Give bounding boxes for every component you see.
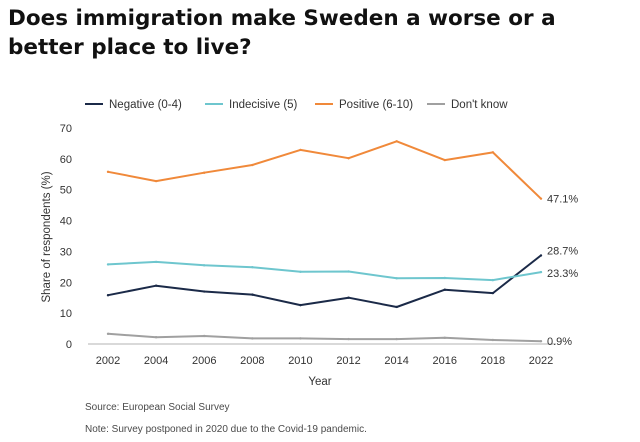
x-tick-label: 2004 — [144, 355, 168, 367]
data-point-positive-6-10 — [443, 158, 446, 162]
legend-label: Negative (0-4) — [109, 99, 182, 111]
y-tick-label: 10 — [60, 308, 72, 320]
series-lines — [106, 140, 543, 343]
data-point-indecisive-5 — [251, 265, 254, 269]
data-point-positive-6-10 — [539, 197, 543, 200]
data-point-negative-0-4 — [539, 254, 543, 257]
footnote: Note: Survey postponed in 2020 due to th… — [85, 424, 367, 435]
chart-title: Does immigration make Sweden a worse or … — [8, 6, 556, 60]
end-value-label: 23.3% — [547, 268, 578, 280]
data-point-don-t-know — [443, 336, 446, 340]
series-line-negative-0-4 — [107, 254, 542, 308]
data-point-indecisive-5 — [203, 264, 206, 267]
end-labels: 47.1% 28.7% 23.3% 0.9% — [547, 194, 578, 349]
y-tick-label: 20 — [60, 277, 72, 289]
data-point-negative-0-4 — [299, 303, 302, 307]
series-line-indecisive-5 — [107, 260, 542, 282]
data-point-positive-6-10 — [106, 170, 110, 174]
x-axis: 2002 2004 2006 2008 2010 2012 2014 2016 2018 2022 — [88, 343, 556, 367]
data-point-don-t-know — [491, 338, 495, 342]
data-point-don-t-know — [539, 340, 543, 343]
x-tick-label: 2016 — [433, 355, 457, 367]
x-tick-label: 2012 — [336, 355, 360, 367]
data-point-positive-6-10 — [251, 163, 254, 167]
data-point-don-t-know — [251, 337, 254, 340]
data-point-indecisive-5 — [299, 270, 302, 273]
data-point-indecisive-5 — [539, 270, 543, 274]
data-point-negative-0-4 — [106, 294, 110, 297]
y-tick-label: 30 — [60, 246, 72, 258]
end-value-label: 0.9% — [547, 336, 572, 348]
y-tick-label: 50 — [60, 185, 72, 197]
data-point-negative-0-4 — [347, 296, 350, 299]
end-value-label: 28.7% — [547, 245, 578, 257]
data-point-positive-6-10 — [203, 171, 206, 174]
data-point-negative-0-4 — [443, 288, 446, 291]
legend-label: Indecisive (5) — [229, 99, 298, 111]
x-tick-label: 2006 — [192, 355, 216, 367]
data-point-don-t-know — [347, 337, 350, 341]
data-point-don-t-know — [203, 334, 206, 338]
data-point-indecisive-5 — [106, 263, 110, 266]
series-line-positive-6-10 — [107, 140, 542, 200]
x-tick-label: 2002 — [96, 355, 120, 367]
data-point-negative-0-4 — [395, 305, 398, 309]
legend-label: Positive (6-10) — [339, 99, 413, 111]
end-value-label: 47.1% — [547, 194, 578, 206]
data-point-positive-6-10 — [347, 157, 350, 160]
data-point-positive-6-10 — [491, 151, 495, 154]
data-point-indecisive-5 — [491, 278, 495, 282]
series-line-don-t-know — [107, 332, 542, 343]
data-point-don-t-know — [154, 336, 158, 339]
data-point-indecisive-5 — [395, 277, 398, 280]
y-tick-label: 70 — [60, 123, 72, 135]
data-point-indecisive-5 — [443, 276, 446, 280]
data-point-positive-6-10 — [395, 140, 398, 143]
y-tick-label: 40 — [60, 216, 72, 228]
data-point-negative-0-4 — [154, 284, 158, 287]
x-tick-label: 2018 — [481, 355, 505, 367]
x-tick-label: 2010 — [288, 355, 312, 367]
data-point-don-t-know — [106, 332, 110, 336]
x-tick-label: 2014 — [384, 355, 408, 367]
y-tick-label: 0 — [66, 339, 72, 351]
y-tick-label: 60 — [60, 154, 72, 166]
y-axis-label: Share of respondents (%) — [41, 171, 53, 302]
legend-label: Don't know — [451, 99, 508, 111]
data-point-positive-6-10 — [154, 179, 158, 183]
y-axis: 0 10 20 30 40 50 60 70 — [60, 123, 72, 351]
data-point-negative-0-4 — [203, 290, 206, 293]
x-axis-label: Year — [308, 376, 331, 388]
data-point-negative-0-4 — [491, 291, 495, 295]
source-note: Source: European Social Survey — [85, 402, 230, 413]
legend: Negative (0-4) Indecisive (5) Positive (6-… — [85, 99, 508, 111]
data-point-indecisive-5 — [154, 260, 158, 264]
data-point-don-t-know — [299, 337, 302, 340]
data-point-positive-6-10 — [299, 148, 302, 152]
x-tick-label: 2022 — [529, 355, 553, 367]
data-point-negative-0-4 — [251, 293, 254, 296]
data-point-don-t-know — [395, 337, 398, 341]
x-tick-label: 2008 — [240, 355, 264, 367]
data-point-indecisive-5 — [347, 270, 350, 273]
